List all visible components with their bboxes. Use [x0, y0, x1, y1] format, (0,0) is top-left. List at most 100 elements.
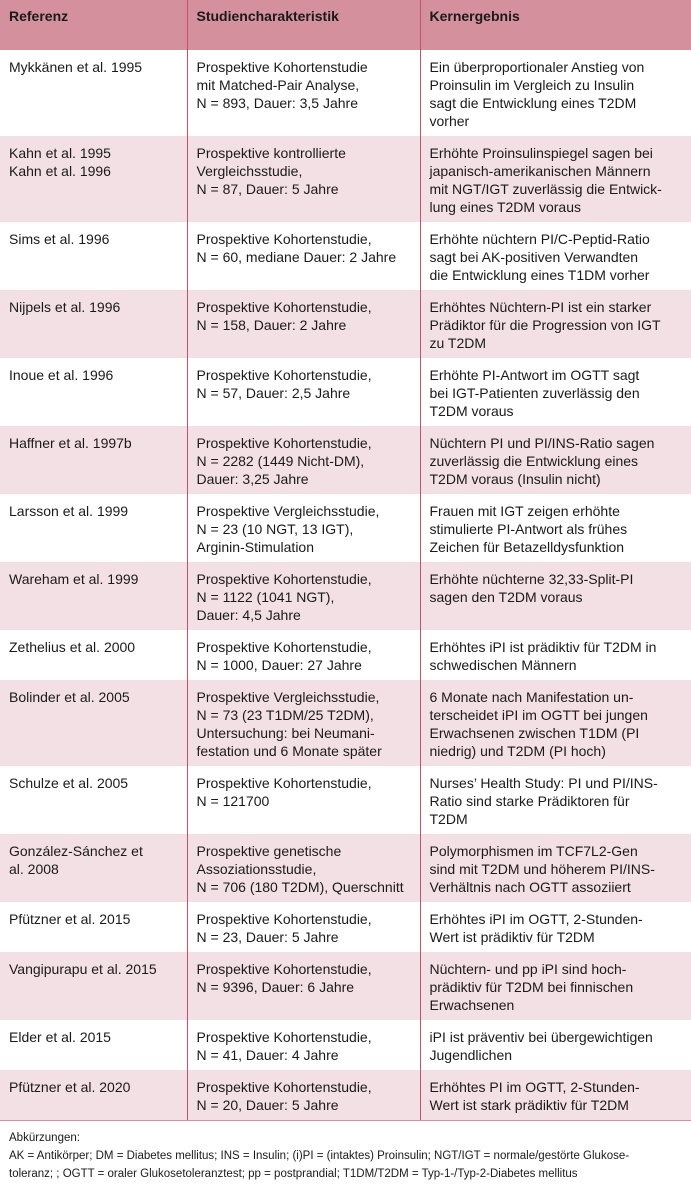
cell-line: Erhöhtes Nüchtern-PI ist ein starker — [429, 299, 652, 315]
cell-line: japanisch-amerikanischen Männern — [429, 163, 651, 179]
cell-line: Prospektive Kohortenstudie, — [196, 911, 372, 927]
cell-line: Haffner et al. 1997b — [9, 435, 132, 451]
cell-line: N = 2282 (1449 Nicht-DM), — [196, 453, 365, 469]
cell-line: vorher — [429, 113, 470, 129]
cell-line: terscheidet iPI im OGTT bei jungen — [429, 707, 648, 723]
table-cell: Prospektive Kohortenstudie, N = 1122 (104… — [186, 562, 420, 630]
table-cell: Nijpels et al. 1996 — [0, 290, 187, 358]
footnote-line: toleranz; ; OGTT = oraler Glukosetoleran… — [9, 1168, 578, 1180]
cell-line: Prospektive Kohortenstudie, — [196, 1029, 372, 1045]
table-cell: Erhöhte nüchtern PI/C-Peptid-Ratio sagt b… — [419, 222, 691, 290]
study-table: Referenz Studiencharakteristik Kernergebni… — [0, 0, 691, 1120]
table-cell: Wareham et al. 1999 — [0, 562, 187, 630]
cell-line: Vergleichsstudie, — [196, 163, 303, 179]
cell-line: zuverlässig die Entwicklung eines — [429, 453, 639, 469]
header-row: Referenz Studiencharakteristik Kernergebni… — [0, 0, 691, 50]
table-body: Mykkänen et al. 1995 Prospektive Kohorten… — [0, 50, 691, 1120]
table-cell: Prospektive Kohortenstudie, N = 41, Dauer… — [186, 1020, 420, 1070]
cell-line: die Entwicklung eines T1DM vorher — [429, 267, 650, 283]
table-cell: Erhöhtes Nüchtern-PI ist ein starker Präd… — [419, 290, 691, 358]
cell-line: T2DM voraus — [429, 403, 514, 419]
cell-line: N = 41, Dauer: 4 Jahre — [196, 1047, 339, 1063]
table-cell: Prospektive Kohortenstudie, N = 23, Dauer… — [186, 902, 420, 952]
cell-line: Prospektive Kohortenstudie, — [196, 367, 372, 383]
cell-line: N = 73 (23 T1DM/25 T2DM), — [196, 707, 374, 723]
cell-line: N = 1000, Dauer: 27 Jahre — [196, 657, 362, 673]
cell-line: Pfützner et al. 2015 — [9, 911, 131, 927]
table-cell: Ein überproportionaler Anstieg von Proins… — [419, 50, 691, 136]
cell-line: stimulierte PI-Antwort als frühes — [429, 521, 628, 537]
table-cell: Prospektive Kohortenstudie, N = 20, Dauer… — [186, 1070, 420, 1120]
table-cell: Prospektive Kohortenstudie, N = 60, media… — [186, 222, 420, 290]
cell-line: Prospektive Kohortenstudie, — [196, 231, 372, 247]
cell-line: Sims et al. 1996 — [9, 231, 110, 247]
cell-line: N = 60, mediane Dauer: 2 Jahre — [196, 249, 397, 265]
cell-line: N = 158, Dauer: 2 Jahre — [196, 317, 347, 333]
table-cell: Prospektive genetische Assoziationsstudie… — [186, 834, 420, 902]
cell-line: Larsson et al. 1999 — [9, 503, 129, 519]
table-cell: Prospektive Kohortenstudie, N = 1000, Dau… — [186, 630, 420, 680]
cell-line: Prospektive Kohortenstudie, — [196, 299, 372, 315]
cell-line: Prospektive Kohortenstudie, — [196, 1079, 372, 1095]
cell-line: Wareham et al. 1999 — [9, 571, 139, 587]
cell-line: Untersuchung: bei Neumani- — [196, 725, 375, 741]
table-cell: Prospektive Vergleichsstudie, N = 73 (23 … — [186, 680, 420, 766]
cell-line: mit NGT/IGT zuverlässig die Entwick- — [429, 181, 662, 197]
cell-line: Erhöhte nüchterne 32,33-Split-PI — [429, 571, 634, 587]
table-row: Bolinder et al. 2005 Prospektive Vergleic… — [0, 680, 691, 766]
cell-line: Erhöhtes iPI ist prädiktiv für T2DM in — [429, 639, 657, 655]
cell-line: Frauen mit IGT zeigen erhöhte — [429, 503, 620, 519]
cell-line: schwedischen Männern — [429, 657, 577, 673]
cell-line: mit Matched-Pair Analyse, — [196, 77, 360, 93]
cell-line: Erhöhte PI-Antwort im OGTT sagt — [429, 367, 640, 383]
table-row: Pfützner et al. 2020 Prospektive Kohorten… — [0, 1070, 691, 1120]
cell-line: Bolinder et al. 2005 — [9, 689, 130, 705]
header-cell: Studiencharakteristik — [186, 0, 420, 50]
table-cell: Erhöhte PI-Antwort im OGTT sagt bei IGT-P… — [419, 358, 691, 426]
cell-line: sagen den T2DM voraus — [429, 589, 583, 605]
table-cell: Mykkänen et al. 1995 — [0, 50, 187, 136]
table-row: Kahn et al. 1995 Kahn et al. 1996 Prospekt… — [0, 136, 691, 222]
table-cell: Erhöhtes iPI im OGTT, 2-Stunden- Wert ist… — [419, 902, 691, 952]
header-cell: Kernergebnis — [419, 0, 691, 50]
table-cell: Frauen mit IGT zeigen erhöhte stimulierte… — [419, 494, 691, 562]
table-cell: 6 Monate nach Manifestation un-terscheid… — [419, 680, 691, 766]
footnote: Abkürzungen: AK = Antikörper; DM = Diabet… — [0, 1120, 691, 1183]
cell-line: T2DM voraus (Insulin nicht) — [429, 471, 601, 487]
footnote-line: AK = Antikörper; DM = Diabetes mellitus;… — [9, 1150, 630, 1162]
cell-line: Schulze et al. 2005 — [9, 775, 129, 791]
cell-line: Nüchtern- und pp iPI sind hoch- — [429, 961, 627, 977]
cell-line: prädiktiv für T2DM bei finnischen — [429, 979, 634, 995]
table-row: Vangipurapu et al. 2015 Prospektive Kohor… — [0, 952, 691, 1020]
cell-line: Mykkänen et al. 1995 — [9, 59, 143, 75]
table-cell: Nurses’ Health Study: PI und PI/INS- Rati… — [419, 766, 691, 834]
cell-line: N = 9396, Dauer: 6 Jahre — [196, 979, 355, 995]
cell-line: González-Sánchez et — [9, 843, 143, 859]
table-cell: Elder et al. 2015 — [0, 1020, 187, 1070]
table-cell: Prospektive Kohortenstudie mit Matched-Pa… — [186, 50, 420, 136]
cell-line: N = 1122 (1041 NGT), — [196, 589, 335, 605]
table-cell: Vangipurapu et al. 2015 — [0, 952, 187, 1020]
footnote-line: Abkürzungen: — [9, 1132, 80, 1144]
cell-line: Prospektive kontrollierte — [196, 145, 346, 161]
table-cell: Sims et al. 1996 — [0, 222, 187, 290]
table-cell: Prospektive Kohortenstudie, N = 9396, Dau… — [186, 952, 420, 1020]
cell-line: lung eines T2DM voraus — [429, 199, 581, 215]
table-row: Wareham et al. 1999 Prospektive Kohortens… — [0, 562, 691, 630]
table-cell: Zethelius et al. 2000 — [0, 630, 187, 680]
cell-line: sind mit T2DM und höherem PI/INS- — [429, 861, 655, 877]
table-row: Elder et al. 2015 Prospektive Kohortenstu… — [0, 1020, 691, 1070]
cell-line: Nurses’ Health Study: PI und PI/INS- — [429, 775, 658, 791]
cell-line: N = 20, Dauer: 5 Jahre — [196, 1097, 339, 1113]
table-cell: Prospektive Kohortenstudie, N = 158, Daue… — [186, 290, 420, 358]
cell-line: Dauer: 3,25 Jahre — [196, 471, 309, 487]
cell-line: N = 57, Dauer: 2,5 Jahre — [196, 385, 351, 401]
cell-line: Zethelius et al. 2000 — [9, 639, 136, 655]
cell-line: sagt die Entwicklung eines T2DM — [429, 95, 637, 111]
cell-line: T2DM — [429, 811, 468, 827]
table-cell: Nüchtern- und pp iPI sind hoch-prädiktiv… — [419, 952, 691, 1020]
cell-line: N = 121700 — [196, 793, 270, 809]
cell-line: Prospektive genetische — [196, 843, 342, 859]
table-row: Schulze et al. 2005 Prospektive Kohortens… — [0, 766, 691, 834]
cell-line: Kahn et al. 1996 — [9, 163, 111, 179]
